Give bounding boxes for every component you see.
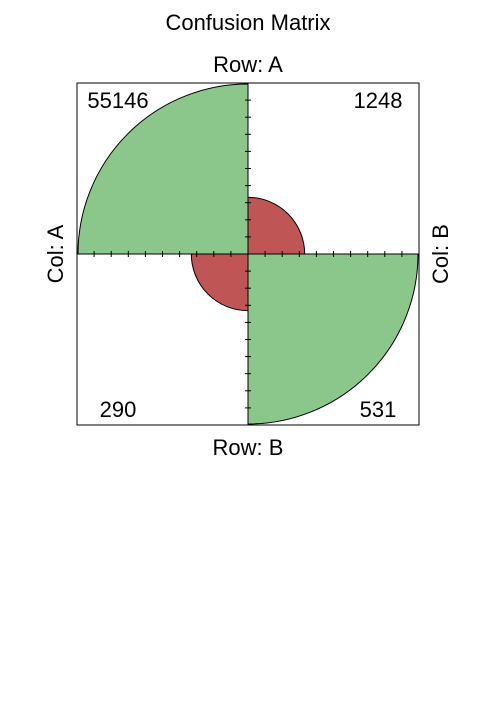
col-label-left: Col: A — [43, 224, 68, 283]
axis-ticks — [93, 99, 403, 409]
cell-count-bottom-left: 290 — [100, 397, 137, 422]
row-label-top: Row: A — [213, 52, 283, 77]
col-label-right: Col: B — [428, 224, 453, 284]
cell-count-top-right: 1248 — [354, 88, 403, 113]
chart-title: Confusion Matrix — [165, 10, 330, 35]
cell-count-top-left: 55146 — [87, 88, 148, 113]
quadrant-bottom-left — [190, 253, 249, 312]
row-label-bottom: Row: B — [213, 435, 284, 460]
quadrant-top-left — [77, 83, 249, 255]
cell-count-bottom-right: 531 — [360, 397, 397, 422]
quadrant-bottom-right — [247, 253, 419, 425]
quadrant-top-right — [247, 196, 306, 255]
quadrant-layer — [77, 83, 419, 425]
